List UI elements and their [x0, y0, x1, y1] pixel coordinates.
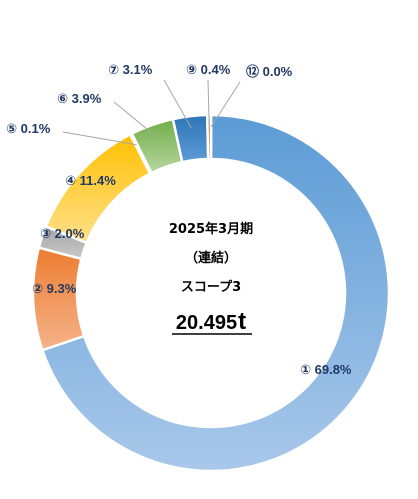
center-total: 20.495t: [176, 308, 246, 335]
leader-line-9: [207, 79, 210, 128]
slice-label-7: ⑦ 3.1%: [108, 62, 153, 77]
slice-2: [31, 246, 86, 352]
center-scope-basis: （連結）: [185, 250, 237, 266]
slice-label-9: ⑨ 0.4%: [186, 62, 231, 77]
slice-label-5: ⑤ 0.1%: [6, 121, 51, 136]
slice-label-3: ③ 2.0%: [40, 226, 85, 241]
center-period: 2025年3月期: [169, 221, 253, 237]
slice-label-2: ② 9.3%: [32, 281, 77, 296]
slice-label-4: ④ 11.4%: [65, 173, 116, 188]
slice-1: [40, 113, 391, 473]
center-total-unit: t: [238, 308, 246, 335]
slice-labels-layer: ① 69.8% ② 9.3% ③ 2.0% ④ 11.4% ⑤ 0.1% ⑥ 3.9% ⑦ …: [6, 62, 352, 377]
slice-label-1: ① 69.8%: [300, 362, 352, 377]
slice-label-12: ⑫ 0.0%: [246, 64, 293, 79]
leader-line-5: [62, 131, 137, 146]
leader-line-6: [113, 101, 157, 137]
center-total-value: 20.495: [176, 312, 237, 334]
slice-label-6: ⑥ 3.9%: [57, 91, 102, 106]
leader-lines-layer: [62, 79, 241, 146]
center-text-block: 2025年3月期 （連結） スコープ3 20.495t: [169, 221, 253, 335]
leader-line-12: [210, 81, 241, 128]
leader-line-7: [163, 79, 192, 129]
center-scope-name: スコープ3: [181, 280, 241, 295]
slices-layer: [31, 113, 391, 473]
